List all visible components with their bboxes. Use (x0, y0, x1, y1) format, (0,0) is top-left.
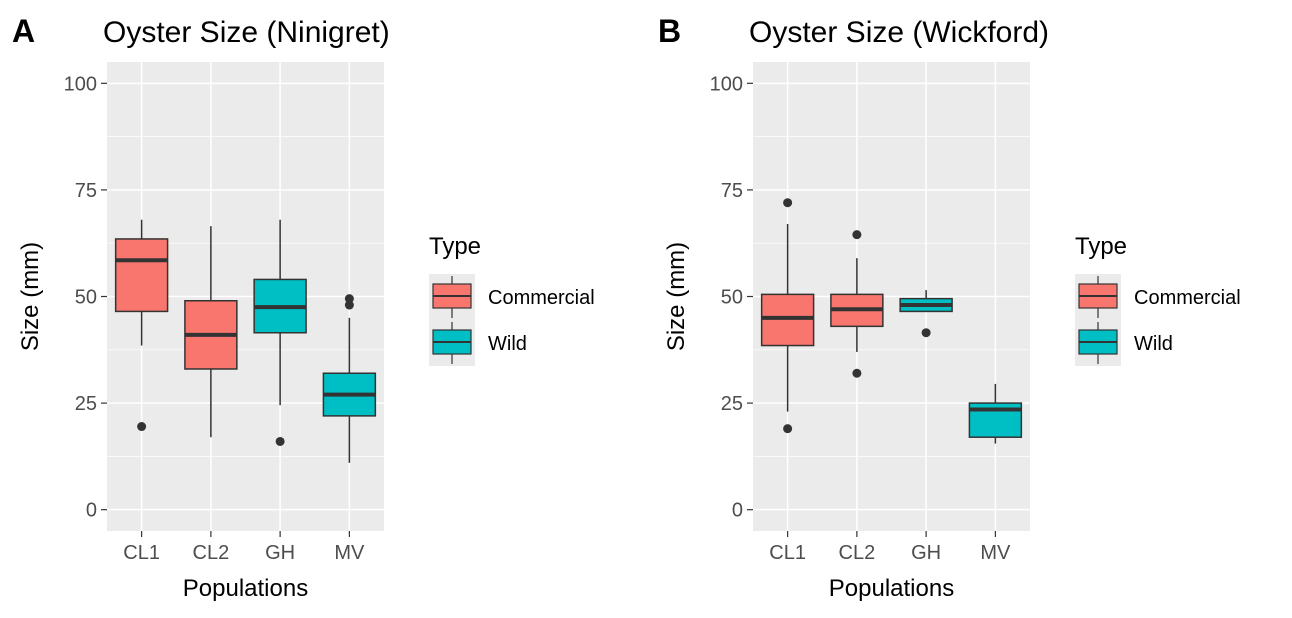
boxplot-mv (322, 294, 377, 463)
outlier-point (921, 328, 931, 338)
y-tick-label: 75 (75, 180, 97, 202)
y-tick-label: 75 (721, 180, 743, 202)
outlier-point (344, 294, 354, 304)
x-tick-label: CL1 (123, 542, 160, 564)
box (114, 238, 169, 313)
x-tick-label: GH (265, 542, 295, 564)
outlier-point (344, 300, 354, 310)
legend-item-wild: Wild (429, 320, 527, 366)
x-tick-label: GH (911, 542, 941, 564)
panel-a: A Oyster Size (Ninigret) 0 25 50 75 100 CL1 CL2 G… (12, 13, 595, 602)
panel-label: B (658, 13, 681, 49)
y-tick-label: 50 (75, 287, 97, 309)
panel-label: A (12, 13, 35, 49)
outlier-point (275, 436, 285, 446)
y-tick-label: 25 (721, 393, 743, 415)
x-tick-label: CL2 (193, 542, 230, 564)
boxplot-gh (899, 290, 953, 338)
legend-title: Type (429, 233, 481, 260)
legend-label: Wild (488, 333, 527, 355)
boxplot-cl1 (114, 219, 169, 432)
panel-b: B Oyster Size (Wickford) 0 25 50 75 100 CL1 CL2 G… (658, 13, 1241, 602)
y-tick-label: 100 (64, 73, 97, 95)
legend-title: Type (1075, 233, 1127, 260)
outlier-point (783, 424, 793, 434)
x-tick-label: CL1 (769, 542, 806, 564)
outlier-point (852, 230, 862, 240)
boxplot-cl1 (760, 198, 815, 434)
x-tick-label: CL2 (839, 542, 876, 564)
x-axis-title: Populations (183, 575, 308, 602)
box (760, 293, 815, 347)
y-axis-title: Size (mm) (17, 242, 44, 351)
y-axis-title: Size (mm) (663, 242, 690, 351)
legend-label: Wild (1134, 333, 1173, 355)
outlier-point (137, 422, 147, 432)
x-tick-label: MV (334, 542, 365, 564)
boxplot-gh (253, 219, 307, 446)
legend-item-commercial: Commercial (429, 274, 595, 320)
y-tick-label: 50 (721, 287, 743, 309)
y-tick-label: 25 (75, 393, 97, 415)
y-tick-label: 100 (710, 73, 743, 95)
chart-title: Oyster Size (Ninigret) (103, 16, 390, 49)
legend-label: Commercial (488, 287, 595, 309)
outlier-point (783, 198, 793, 208)
y-tick-label: 0 (86, 500, 97, 522)
y-tick-label: 0 (732, 500, 743, 522)
x-tick-label: MV (980, 542, 1011, 564)
legend-item-wild: Wild (1075, 320, 1173, 366)
legend-label: Commercial (1134, 287, 1241, 309)
chart-title: Oyster Size (Wickford) (749, 16, 1049, 49)
boxplot-mv (968, 383, 1023, 444)
x-axis-title: Populations (829, 575, 954, 602)
boxplot-cl2 (830, 230, 884, 378)
boxplot-cl2 (184, 226, 238, 438)
outlier-point (852, 368, 862, 378)
legend-item-commercial: Commercial (1075, 274, 1241, 320)
